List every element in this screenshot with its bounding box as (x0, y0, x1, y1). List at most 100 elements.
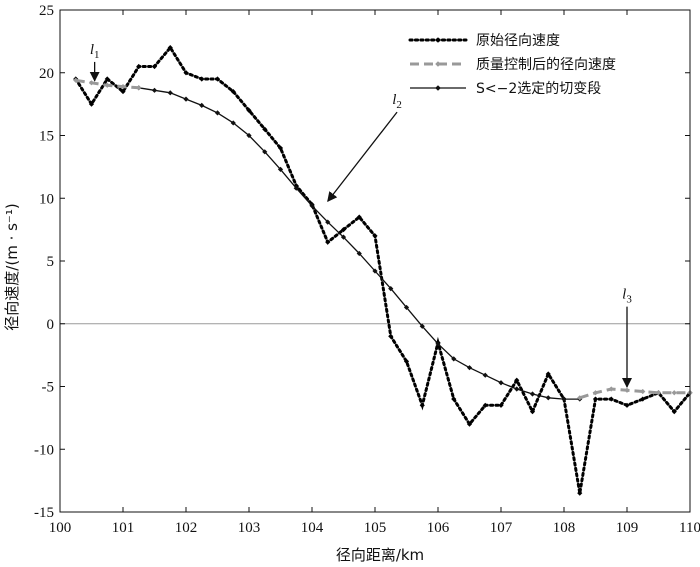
series-raw-velocity-point (608, 396, 614, 402)
annotation-letter: l (90, 42, 94, 58)
x-tick-label: 100 (49, 520, 72, 536)
series-raw-velocity-point (529, 409, 536, 415)
legend-marker (435, 85, 441, 91)
series-shear-segment-point (293, 185, 299, 191)
annotation-letter: l (392, 92, 396, 108)
x-tick-label: 104 (301, 520, 324, 536)
series-shear-segment-point (529, 391, 536, 397)
y-tick-label: -5 (42, 380, 55, 396)
series-raw-velocity-point (104, 76, 110, 82)
series-raw-velocity-point (451, 396, 457, 402)
series-raw-velocity-point (466, 421, 473, 427)
series-qc-velocity (579, 387, 690, 400)
series-shear-segment-point (356, 250, 362, 257)
annotation-subscript: 3 (626, 294, 632, 306)
series-qc-velocity-point (671, 390, 677, 396)
series-raw-velocity-point (120, 88, 126, 95)
series-raw-velocity-point (419, 402, 425, 408)
series-raw-velocity-point (514, 377, 520, 383)
series-raw-velocity-point (498, 402, 504, 408)
series-shear-segment-point (419, 323, 425, 329)
series-raw-velocity-point (356, 214, 362, 220)
series-shear-segment-point (451, 356, 457, 362)
series-qc-velocity-point (120, 83, 126, 90)
series-raw-velocity-point (151, 63, 158, 70)
series-raw-velocity-point (199, 76, 205, 82)
x-tick-label: 110 (679, 520, 700, 536)
annotation-label: l2 (392, 92, 402, 111)
annotation-subscript: 1 (94, 49, 100, 61)
annotation-letter: l (622, 287, 626, 303)
series-raw-velocity-point (183, 70, 189, 76)
series-raw-velocity-point (640, 396, 646, 402)
annotation-arrow (327, 111, 398, 203)
series-raw-velocity-point (167, 45, 173, 51)
x-tick-label: 102 (175, 520, 198, 536)
series-raw-velocity-point (482, 402, 488, 408)
series-qc-velocity-point (608, 386, 614, 392)
series-raw-velocity-point (230, 88, 236, 95)
series-shear-segment-point (230, 120, 236, 126)
series-raw-velocity-point (624, 402, 630, 408)
series-shear-segment-point (167, 90, 173, 96)
legend-marker (435, 37, 441, 43)
series-raw-velocity-point (88, 101, 95, 107)
y-tick-label: -10 (34, 442, 54, 458)
y-axis-title: 径向速度/(m · s⁻¹) (3, 203, 21, 330)
series-raw-velocity-point (214, 76, 221, 82)
series-shear-segment-point (372, 268, 378, 274)
series-shear-segment-point (340, 234, 347, 240)
series-qc-velocity-point (136, 85, 142, 91)
series-shear-segment-point (482, 372, 488, 378)
series-raw-velocity-point (136, 63, 142, 70)
series-shear-segment-point (561, 396, 567, 402)
series-qc-velocity-point (577, 395, 583, 401)
series-raw-velocity-point (403, 358, 410, 364)
series-shear-segment-point (277, 166, 284, 172)
series-shear-segment-point (545, 395, 551, 401)
legend-label: S<−2选定的切变段 (476, 81, 601, 97)
series-shear-segment-point (403, 304, 410, 311)
series-raw-velocity-point (577, 490, 583, 496)
x-tick-label: 109 (616, 520, 639, 536)
x-tick-label: 101 (112, 520, 135, 536)
legend-label: 质量控制后的径向速度 (476, 57, 616, 73)
series-qc-velocity-point (73, 77, 79, 83)
x-tick-label: 108 (553, 520, 576, 536)
y-tick-label: -15 (34, 505, 54, 521)
legend-background (402, 22, 684, 106)
y-tick-label: 10 (39, 191, 54, 207)
legend-label: 原始径向速度 (476, 33, 560, 49)
series-shear-segment-point (388, 286, 394, 292)
series-shear-segment-point (498, 380, 504, 386)
series-shear-segment (138, 87, 580, 400)
y-tick-label: 0 (47, 317, 55, 333)
axes-layer: 100 101 102 103 104 105 106 107 108 109 110-15-10-… (34, 3, 700, 536)
x-tick-label: 105 (364, 520, 387, 536)
series-qc-velocity-point (640, 388, 646, 395)
x-tick-label: 106 (427, 520, 450, 536)
y-tick-label: 25 (39, 3, 54, 19)
series-layer (73, 45, 693, 496)
series-shear-segment-point (246, 132, 252, 139)
x-tick-label: 107 (490, 520, 513, 536)
y-tick-label: 5 (47, 254, 55, 270)
y-tick-label: 20 (39, 66, 54, 82)
series-qc-velocity-point (592, 390, 599, 396)
annotation-subscript: 2 (396, 99, 402, 111)
series-shear-segment-point (262, 149, 268, 155)
series-shear-segment-point (309, 203, 315, 209)
series-raw-velocity-point (388, 333, 394, 339)
series-raw-velocity-point (340, 227, 347, 233)
annotation-label: l3 (622, 287, 632, 306)
y-tick-label: 15 (39, 129, 54, 145)
series-raw-velocity-point (592, 396, 599, 402)
series-shear-segment-point (214, 110, 221, 116)
series-raw-velocity-point (262, 126, 268, 132)
series-shear-segment-point (199, 102, 205, 108)
series-shear-segment-point (151, 87, 158, 93)
series-qc-velocity-point (88, 80, 95, 86)
